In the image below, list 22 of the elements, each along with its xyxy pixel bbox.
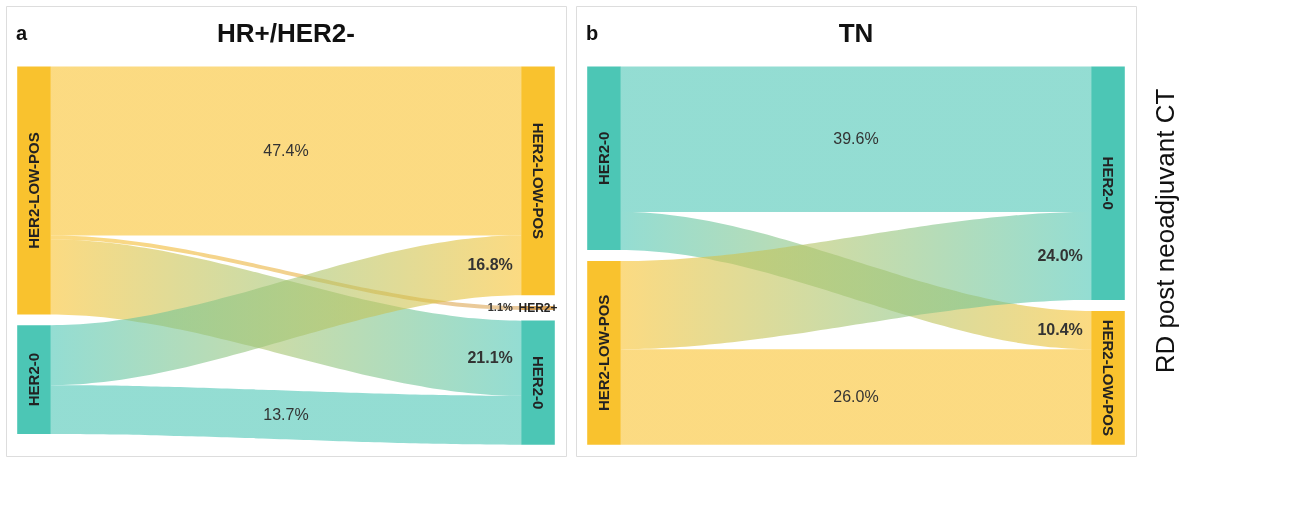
category-label: HER2-0 [1100, 156, 1117, 210]
data-label: 16.8% [467, 256, 513, 274]
text: HER2-LOW-POS [595, 294, 612, 412]
data-label: 21.1% [467, 349, 513, 367]
category-label: HER2-0 [530, 355, 547, 410]
category-label: HER2-LOW-POS [530, 122, 547, 240]
data-label: 10.4% [1037, 321, 1083, 339]
text: HER2-LOW-POS [25, 132, 42, 249]
data-label: 39.6% [833, 130, 879, 148]
data-label: 47.4% [263, 141, 309, 159]
text: RD post neoadjuvant CT [1150, 88, 1180, 374]
data-label: 26.0% [833, 387, 879, 405]
text: TN [838, 18, 874, 48]
text: HER2-0 [595, 131, 612, 185]
data-label: 13.7% [263, 405, 309, 423]
data-label: 1.1% [487, 300, 514, 313]
text: HR+/HER2- [217, 18, 355, 48]
text: HER2-0 [25, 352, 42, 407]
category-label: HER2-LOW-POS [1100, 319, 1117, 437]
text: b [586, 22, 599, 44]
text: a [16, 22, 28, 44]
data-label: 24.0% [1037, 246, 1083, 264]
